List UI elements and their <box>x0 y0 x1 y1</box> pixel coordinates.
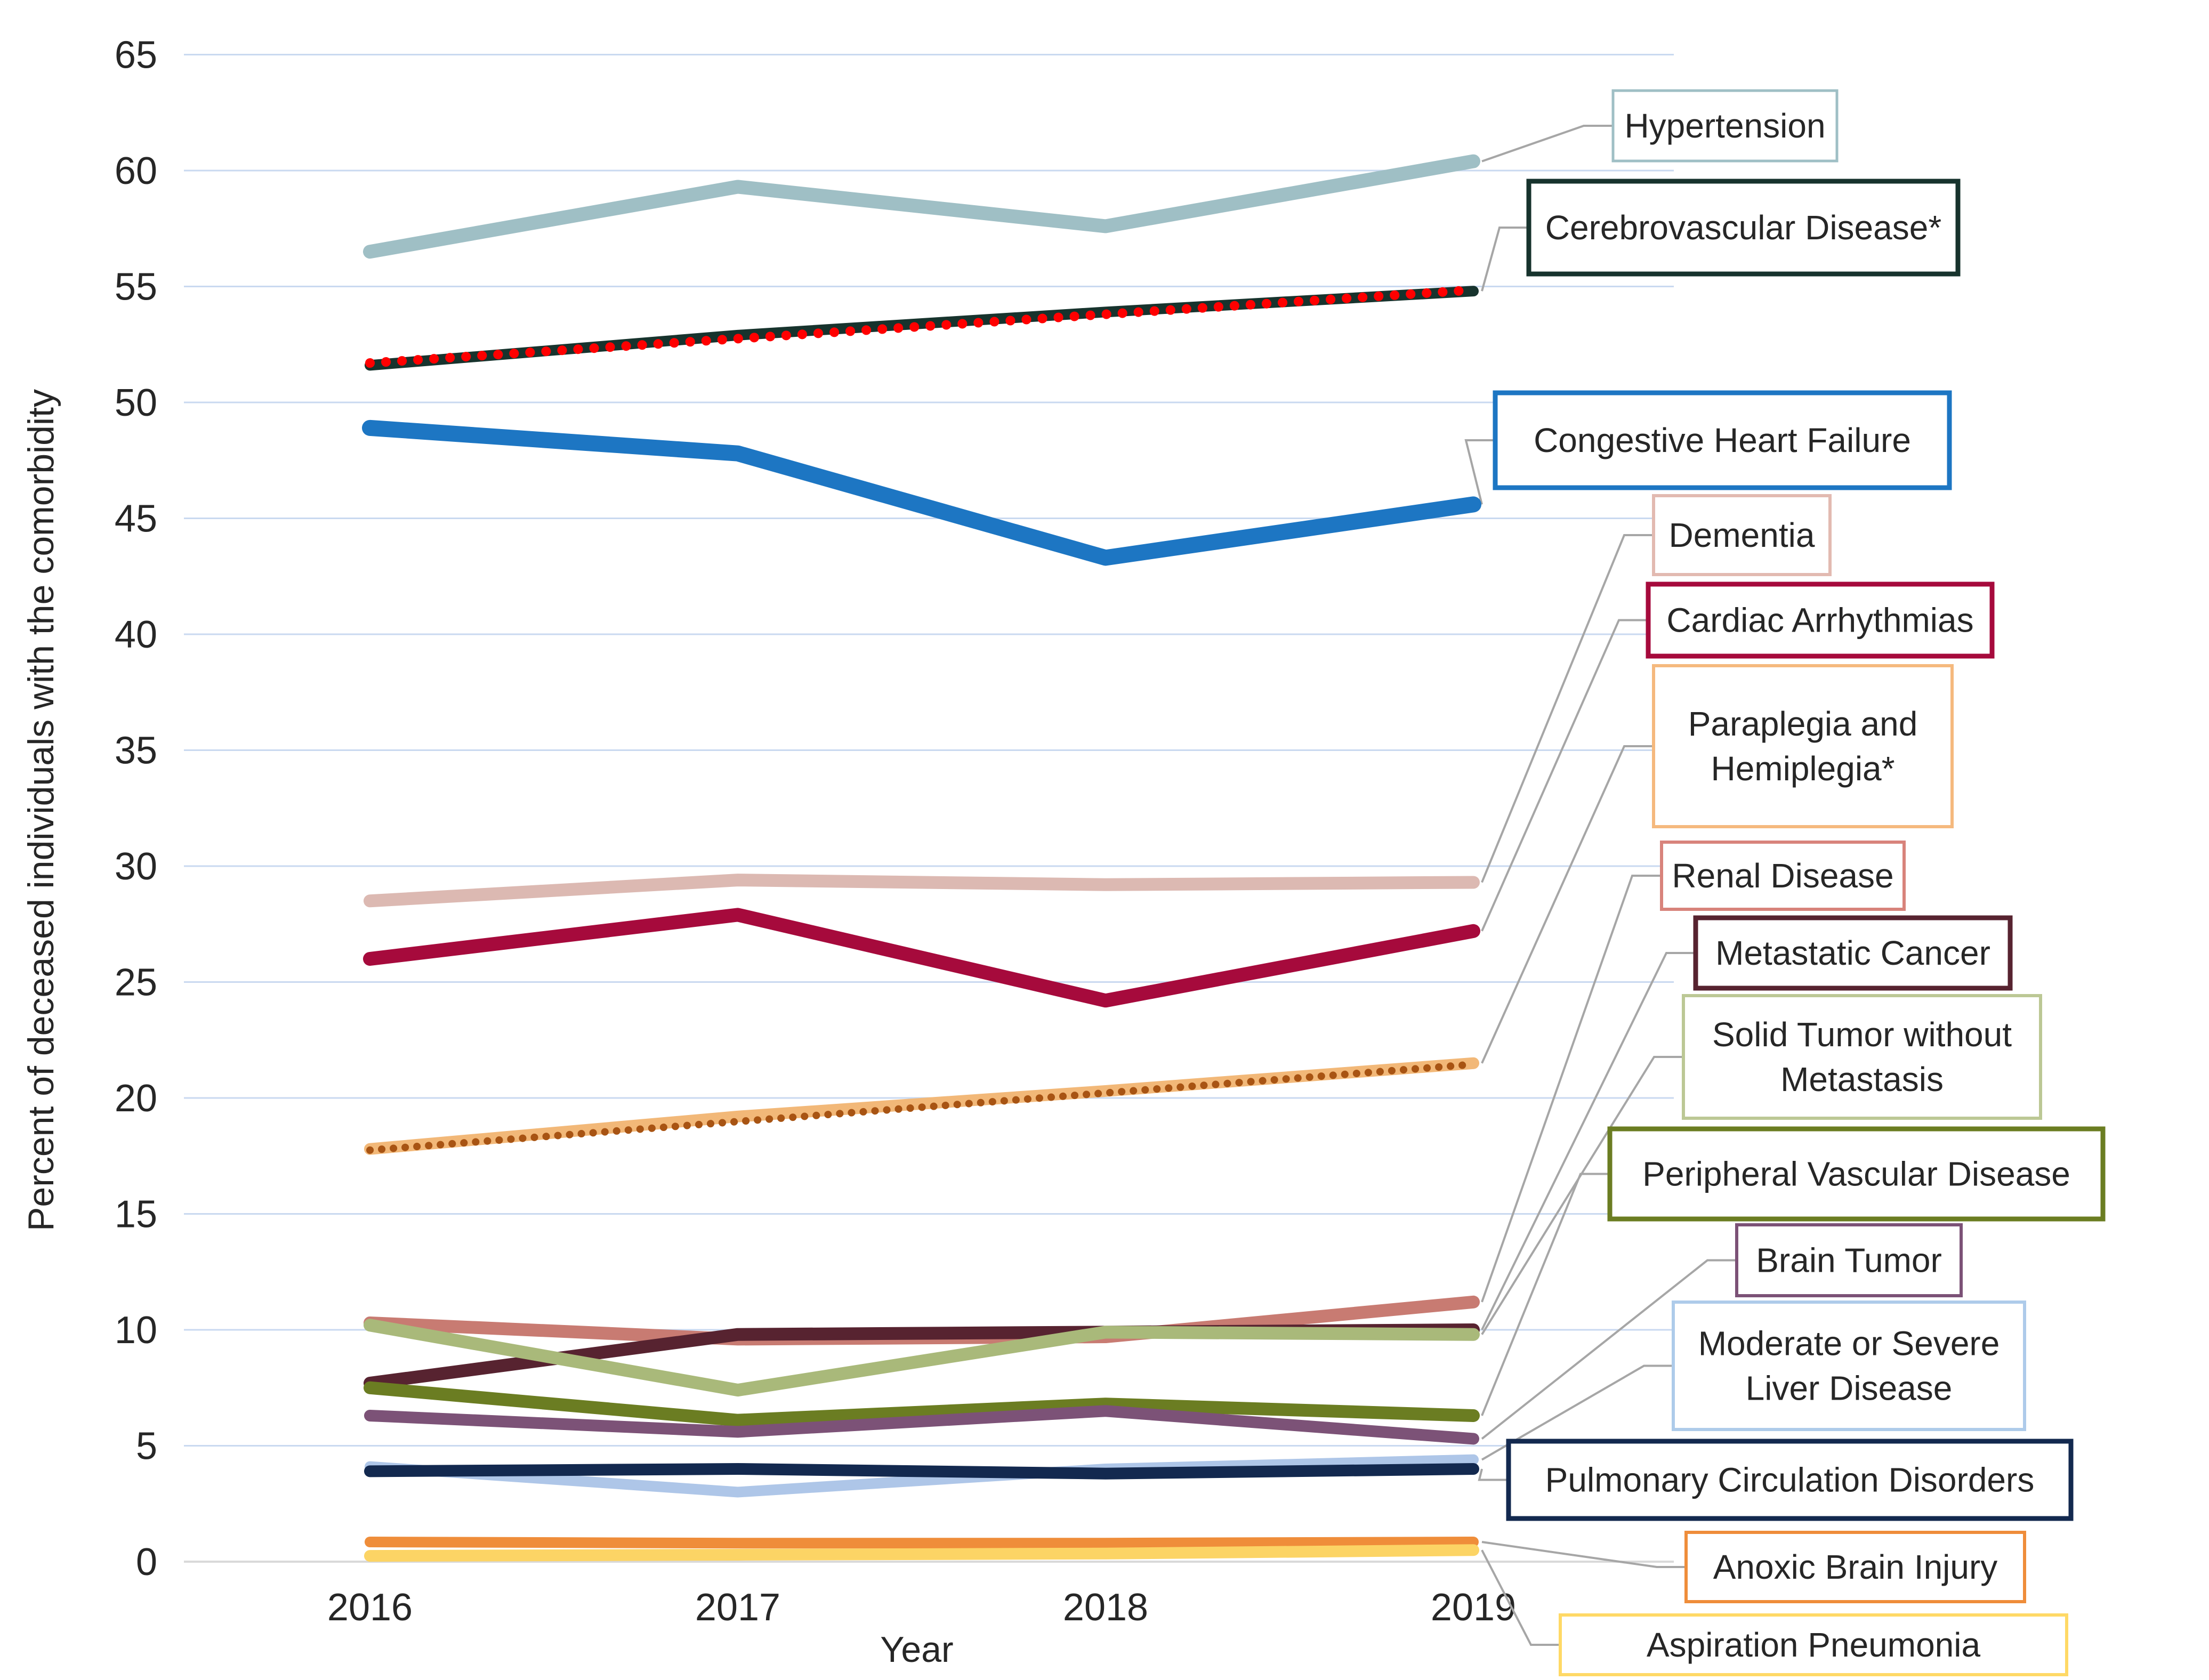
legend-label-renal-disease: Renal Disease <box>1672 857 1893 895</box>
y-tick-65: 65 <box>115 34 157 77</box>
legend-box-anoxic-brain-injury <box>1684 1531 2026 1603</box>
x-tick-2017: 2017 <box>695 1586 780 1629</box>
x-tick-2018: 2018 <box>1063 1586 1148 1629</box>
legend-label-aspiration-pneumonia: Aspiration Pneumonia <box>1647 1626 1981 1664</box>
legend-label-metastatic-cancer: Metastatic Cancer <box>1715 934 1990 972</box>
legend-label-cardiac-arrhythmias: Cardiac Arrhythmias <box>1666 601 1973 640</box>
x-tick-2019: 2019 <box>1431 1586 1516 1629</box>
legend-label-hypertension: Hypertension <box>1624 107 1825 145</box>
leader-line-pulmonary-circulation-disorders <box>1478 1468 1509 1481</box>
leader-line-dementia <box>1481 534 1654 883</box>
line-pulmonary-circulation-disorders <box>364 1463 1479 1480</box>
leader-line-cerebrovascular-disease <box>1481 227 1529 292</box>
leader-line-moderate-or-severe-liver-disease <box>1481 1364 1673 1461</box>
series-lines <box>362 154 1481 1562</box>
line-hypertension <box>363 154 1480 259</box>
y-axis-tick-labels: 0 5 10 15 20 25 30 35 40 45 50 55 60 65 <box>115 34 157 1584</box>
legend-box-congestive-heart-failure <box>1493 390 1952 490</box>
legend-box-dementia <box>1652 494 1832 576</box>
legend-label-paraplegia-and-hemiplegia-line1: Paraplegia and <box>1688 705 1918 743</box>
y-tick-5: 5 <box>136 1425 157 1468</box>
leader-line-paraplegia-and-hemiplegia <box>1481 745 1654 1064</box>
legend-label-congestive-heart-failure: Congestive Heart Failure <box>1534 421 1911 459</box>
y-tick-10: 10 <box>115 1309 157 1352</box>
legend-label-solid-tumor-without-metastasis-line1: Solid Tumor without <box>1712 1015 2012 1054</box>
leader-line-metastatic-cancer <box>1481 952 1696 1330</box>
leader-line-hypertension <box>1481 125 1613 163</box>
y-tick-60: 60 <box>115 150 157 192</box>
y-tick-50: 50 <box>115 382 157 424</box>
x-tick-2016: 2016 <box>327 1586 413 1629</box>
line-brain-tumor <box>364 1405 1479 1445</box>
leader-line-renal-disease <box>1481 875 1662 1303</box>
leader-line-brain-tumor <box>1481 1259 1737 1440</box>
leader-line-peripheral-vascular-disease <box>1481 1173 1610 1416</box>
line-aspiration-pneumonia <box>364 1544 1479 1562</box>
line-anoxic-brain-injury <box>365 1537 1479 1549</box>
y-tick-20: 20 <box>115 1077 157 1120</box>
y-axis-title: Percent of deceased individuals with the… <box>21 389 61 1231</box>
x-axis-tick-labels: 2016 2017 2018 2019 <box>327 1586 1516 1629</box>
legend-box-brain-tumor <box>1735 1223 1963 1297</box>
trend-dotted-lines <box>365 285 1478 1154</box>
legend-label-solid-tumor-without-metastasis-line2: Metastasis <box>1780 1060 1944 1099</box>
y-tick-45: 45 <box>115 498 157 540</box>
legend-label-anoxic-brain-injury: Anoxic Brain Injury <box>1713 1548 1998 1586</box>
legend-label-moderate-or-severe-liver-disease-line1: Moderate or Severe <box>1698 1324 2000 1363</box>
leader-line-cardiac-arrhythmias <box>1481 619 1648 932</box>
legend-box-moderate-or-severe-liver-disease <box>1672 1301 2026 1431</box>
legend-box-hypertension <box>1611 89 1839 163</box>
legend-box-aspiration-pneumonia <box>1559 1613 2068 1676</box>
legend-box-paraplegia-and-hemiplegia <box>1652 664 1954 828</box>
x-axis-title: Year <box>880 1629 953 1670</box>
line-congestive-heart-failure <box>362 419 1481 566</box>
legend-box-cardiac-arrhythmias <box>1646 581 1995 659</box>
legend-label-pulmonary-circulation-disorders: Pulmonary Circulation Disorders <box>1545 1461 2035 1499</box>
y-tick-35: 35 <box>115 730 157 772</box>
legend-box-solid-tumor-without-metastasis <box>1682 994 2042 1120</box>
legend-label-dementia: Dementia <box>1669 516 1815 554</box>
legend-box-cerebrovascular-disease <box>1526 179 1961 277</box>
line-moderate-or-severe-liver-disease <box>365 1454 1479 1498</box>
legend-label-paraplegia-and-hemiplegia-line2: Hemiplegia* <box>1711 749 1894 788</box>
line-cerebrovascular-disease <box>365 286 1479 371</box>
legend-box-peripheral-vascular-disease <box>1607 1126 2106 1222</box>
legend-label-cerebrovascular-disease: Cerebrovascular Disease* <box>1545 208 1941 247</box>
y-tick-15: 15 <box>115 1193 157 1236</box>
y-tick-30: 30 <box>115 845 157 888</box>
y-tick-55: 55 <box>115 266 157 309</box>
y-tick-40: 40 <box>115 613 157 656</box>
y-tick-25: 25 <box>115 962 157 1004</box>
leader-lines <box>1464 125 1737 1646</box>
legend-box-renal-disease <box>1660 841 1906 911</box>
leader-line-solid-tumor-without-metastasis <box>1481 1056 1683 1335</box>
line-solid-tumor-without-metastasis <box>364 1319 1480 1397</box>
legend-label-peripheral-vascular-disease: Peripheral Vascular Disease <box>1642 1155 2070 1193</box>
legend-box-pulmonary-circulation-disorders <box>1506 1439 2074 1521</box>
trendline-paraplegia-and-hemiplegia <box>366 1060 1477 1154</box>
legend-label-moderate-or-severe-liver-disease-line2: Liver Disease <box>1746 1369 1953 1408</box>
line-dementia <box>364 874 1480 908</box>
legend-callout-boxes: Hypertension Cerebrovascular Disease* Cong… <box>1493 89 2106 1676</box>
leader-line-anoxic-brain-injury <box>1481 1541 1686 1568</box>
leader-line-aspiration-pneumonia <box>1481 1549 1560 1646</box>
line-peripheral-vascular-disease <box>364 1381 1480 1427</box>
leader-line-congestive-heart-failure <box>1464 439 1495 505</box>
legend-label-brain-tumor: Brain Tumor <box>1756 1241 1942 1280</box>
line-cardiac-arrhythmias <box>363 908 1480 1008</box>
legend-box-metastatic-cancer <box>1693 915 2013 991</box>
y-tick-0: 0 <box>136 1541 157 1584</box>
